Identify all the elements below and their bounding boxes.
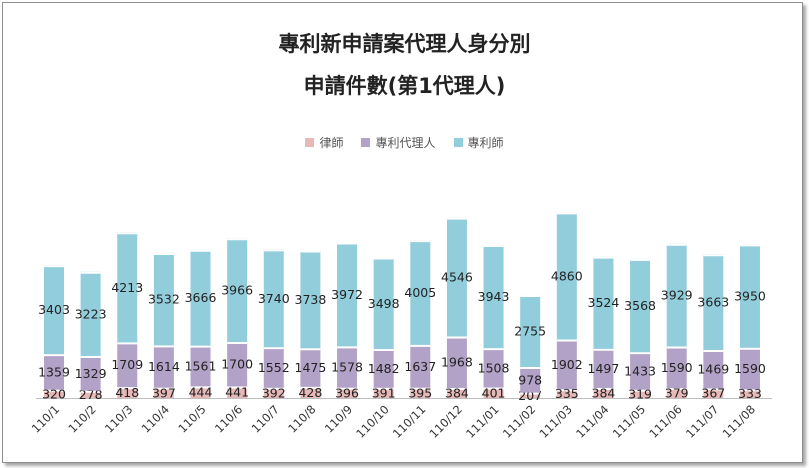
data-label-patent-agent-1: 1329 [75, 366, 107, 381]
data-label-patent-agent-19: 1590 [734, 361, 766, 376]
data-label-patent-agent-9: 1482 [368, 361, 400, 376]
data-label-patent-attorney-1: 3223 [75, 306, 107, 321]
data-label-patent-agent-14: 1902 [551, 357, 583, 372]
data-label-patent-agent-8: 1578 [331, 360, 363, 375]
data-label-patent-attorney-2: 4213 [111, 280, 143, 295]
x-tick-label-8: 110/9 [322, 402, 355, 435]
data-label-lawyer-7: 428 [298, 385, 322, 400]
data-label-patent-agent-16: 1433 [624, 363, 656, 378]
data-label-patent-agent-17: 1590 [661, 360, 693, 375]
x-tick-label-1: 110/2 [65, 402, 98, 435]
x-tick-label-5: 110/6 [212, 402, 245, 435]
data-label-patent-attorney-6: 3740 [258, 291, 290, 306]
x-tick-label-0: 110/1 [29, 402, 62, 435]
data-label-patent-agent-5: 1700 [221, 357, 253, 372]
data-label-patent-attorney-3: 3532 [148, 292, 180, 307]
data-label-patent-attorney-0: 3403 [38, 302, 70, 317]
data-label-patent-attorney-15: 3524 [588, 295, 620, 310]
x-tick-label-9: 110/10 [353, 402, 392, 441]
x-tick-label-18: 111/07 [683, 402, 722, 441]
data-label-patent-attorney-14: 4860 [551, 268, 583, 283]
data-label-patent-attorney-11: 4546 [441, 270, 473, 285]
data-label-patent-attorney-7: 3738 [295, 292, 327, 307]
data-label-patent-attorney-13: 2755 [514, 323, 546, 338]
data-label-patent-agent-4: 1561 [185, 358, 217, 373]
data-label-patent-attorney-18: 3663 [697, 295, 729, 310]
x-tick-label-11: 110/12 [427, 402, 466, 441]
x-tick-label-12: 111/01 [463, 402, 502, 441]
x-tick-label-16: 111/05 [610, 402, 649, 441]
data-label-patent-agent-0: 1359 [38, 364, 70, 379]
data-label-patent-agent-12: 1508 [478, 360, 510, 375]
data-label-patent-attorney-4: 3666 [185, 290, 217, 305]
data-label-patent-agent-3: 1614 [148, 359, 180, 374]
x-tick-label-7: 110/8 [285, 402, 318, 435]
data-label-patent-attorney-19: 3950 [734, 289, 766, 304]
x-tick-label-6: 110/7 [249, 402, 282, 435]
data-label-lawyer-2: 418 [115, 385, 139, 400]
x-tick-label-2: 110/3 [102, 402, 135, 435]
data-label-patent-agent-11: 1968 [441, 355, 473, 370]
data-label-lawyer-4: 444 [189, 385, 213, 400]
data-label-patent-attorney-9: 3498 [368, 296, 400, 311]
data-label-patent-agent-7: 1475 [295, 360, 327, 375]
data-label-patent-agent-15: 1497 [588, 361, 620, 376]
data-label-patent-agent-18: 1469 [697, 362, 729, 377]
x-tick-label-4: 110/5 [175, 402, 208, 435]
data-label-patent-attorney-5: 3966 [221, 283, 253, 298]
data-label-patent-agent-10: 1637 [404, 359, 436, 374]
x-tick-label-17: 111/06 [646, 402, 685, 441]
data-label-patent-agent-13: 978 [518, 372, 542, 387]
x-tick-label-14: 111/03 [536, 402, 575, 441]
data-label-patent-agent-2: 1709 [111, 357, 143, 372]
data-label-patent-attorney-8: 3972 [331, 287, 363, 302]
data-label-patent-attorney-17: 3929 [661, 288, 693, 303]
x-tick-label-19: 111/08 [720, 402, 759, 441]
data-label-patent-attorney-16: 3568 [624, 298, 656, 313]
data-label-patent-attorney-12: 3943 [478, 289, 510, 304]
x-tick-label-3: 110/4 [139, 402, 172, 435]
data-label-patent-attorney-10: 4005 [404, 285, 436, 300]
data-label-patent-agent-6: 1552 [258, 360, 290, 375]
data-label-lawyer-5: 441 [225, 385, 249, 400]
x-tick-label-10: 110/11 [390, 402, 429, 441]
x-tick-label-13: 111/02 [500, 402, 539, 441]
x-tick-label-15: 111/04 [573, 402, 612, 441]
